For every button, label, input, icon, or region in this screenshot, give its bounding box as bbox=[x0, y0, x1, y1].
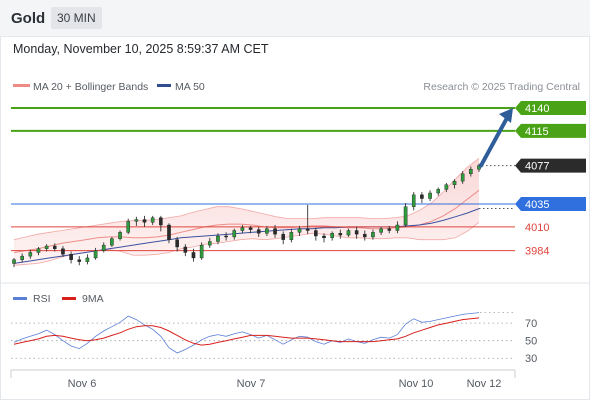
candle bbox=[338, 233, 343, 236]
candle bbox=[232, 230, 237, 238]
candle bbox=[362, 233, 367, 238]
bollinger-legend-swatch bbox=[13, 84, 30, 87]
rsi-plot-area: 70 50 30 bbox=[11, 312, 537, 365]
candle bbox=[207, 241, 212, 246]
target-level-tag bbox=[515, 100, 586, 115]
candle bbox=[289, 232, 294, 240]
candle bbox=[314, 230, 318, 237]
chart-datetime: Monday, November 10, 2025 8:59:37 AM CET bbox=[13, 42, 269, 56]
candle bbox=[460, 173, 465, 182]
candle bbox=[199, 244, 204, 259]
credit-label: Research © 2025 Trading Central bbox=[423, 81, 580, 93]
rsi-ma-legend-swatch bbox=[62, 297, 76, 300]
candle bbox=[403, 206, 408, 226]
candle bbox=[395, 224, 400, 231]
candle bbox=[444, 184, 449, 190]
candle bbox=[346, 230, 351, 236]
candle bbox=[387, 228, 392, 231]
rsi-ma-line bbox=[13, 317, 480, 346]
forecast-arrow-shaft bbox=[479, 115, 509, 168]
candle bbox=[134, 219, 139, 222]
candle bbox=[216, 235, 220, 242]
candle bbox=[36, 248, 41, 253]
level-label: 4010 bbox=[525, 222, 549, 234]
candle bbox=[330, 233, 334, 239]
main-legend: MA 20 + Bollinger Bands MA 50 Research ©… bbox=[13, 81, 580, 93]
candle bbox=[20, 255, 24, 260]
candle bbox=[52, 245, 57, 249]
candle bbox=[436, 189, 441, 194]
bollinger-band bbox=[14, 158, 479, 266]
candle bbox=[452, 180, 457, 185]
candle bbox=[61, 248, 65, 255]
candle bbox=[379, 228, 383, 233]
candle bbox=[101, 244, 106, 251]
pivot-level-tag bbox=[515, 196, 586, 211]
rsi-tick-label: 70 bbox=[525, 318, 537, 330]
x-tick-label: Nov 6 bbox=[68, 378, 97, 390]
x-axis: Nov 6 Nov 7 Nov 10 Nov 12 bbox=[10, 369, 516, 390]
candle bbox=[93, 250, 98, 259]
ma50-legend-swatch bbox=[157, 84, 171, 87]
candle bbox=[305, 228, 310, 231]
candle bbox=[354, 230, 359, 235]
level-label: 4140 bbox=[525, 103, 549, 115]
candle bbox=[69, 254, 73, 260]
current-price-tag bbox=[515, 158, 586, 173]
rsi-line bbox=[13, 312, 480, 354]
candle bbox=[12, 259, 16, 264]
candle bbox=[256, 229, 261, 234]
candle bbox=[469, 169, 473, 175]
rsi-legend-label: RSI bbox=[33, 293, 51, 305]
rsi-legend: RSI 9MA bbox=[13, 293, 104, 305]
resistance-level-tag bbox=[515, 123, 586, 138]
main-plot-area: 4140 4115 4077 4035 4010 3984 bbox=[11, 100, 586, 268]
rsi-legend-swatch bbox=[13, 297, 27, 300]
instrument-title: Gold bbox=[11, 10, 46, 27]
rsi-ma-legend-label: 9MA bbox=[82, 293, 104, 305]
candle bbox=[428, 192, 432, 199]
candle bbox=[371, 232, 375, 238]
candle bbox=[191, 252, 196, 259]
level-label: 4115 bbox=[525, 126, 549, 138]
rsi-tick-label: 50 bbox=[525, 336, 537, 348]
candle bbox=[118, 232, 122, 239]
candle bbox=[183, 246, 188, 253]
candle bbox=[77, 259, 82, 262]
forecast-arrow-head bbox=[499, 107, 513, 123]
candle bbox=[110, 238, 114, 246]
candle bbox=[224, 235, 228, 238]
candle bbox=[297, 228, 302, 233]
timeframe-chip[interactable]: 30 MIN bbox=[51, 7, 102, 29]
bollinger-upper-line bbox=[13, 157, 480, 241]
candle bbox=[322, 235, 326, 239]
level-label: 4035 bbox=[525, 199, 549, 211]
rsi-tick-label: 30 bbox=[525, 353, 537, 365]
candle bbox=[150, 217, 155, 223]
level-label: 3984 bbox=[525, 246, 549, 258]
candle bbox=[28, 252, 33, 257]
candle bbox=[167, 224, 171, 240]
candle bbox=[265, 228, 269, 234]
chart-header: Gold 30 MIN bbox=[0, 0, 590, 37]
candle bbox=[240, 227, 245, 231]
x-tick-label: Nov 10 bbox=[399, 378, 434, 390]
candle bbox=[273, 228, 277, 235]
bollinger-legend-label: MA 20 + Bollinger Bands bbox=[33, 81, 148, 93]
x-tick-label: Nov 7 bbox=[237, 378, 266, 390]
candle bbox=[142, 219, 147, 223]
candle bbox=[44, 245, 49, 249]
candle bbox=[175, 239, 179, 248]
candle bbox=[85, 257, 90, 262]
ma50-legend-label: MA 50 bbox=[175, 81, 205, 93]
candle bbox=[281, 233, 286, 240]
candle bbox=[126, 221, 131, 233]
level-label: 4077 bbox=[525, 161, 549, 173]
candle bbox=[411, 194, 416, 207]
candle bbox=[420, 194, 424, 199]
x-tick-label: Nov 12 bbox=[467, 378, 502, 390]
candle bbox=[248, 227, 253, 230]
candle bbox=[159, 217, 163, 226]
